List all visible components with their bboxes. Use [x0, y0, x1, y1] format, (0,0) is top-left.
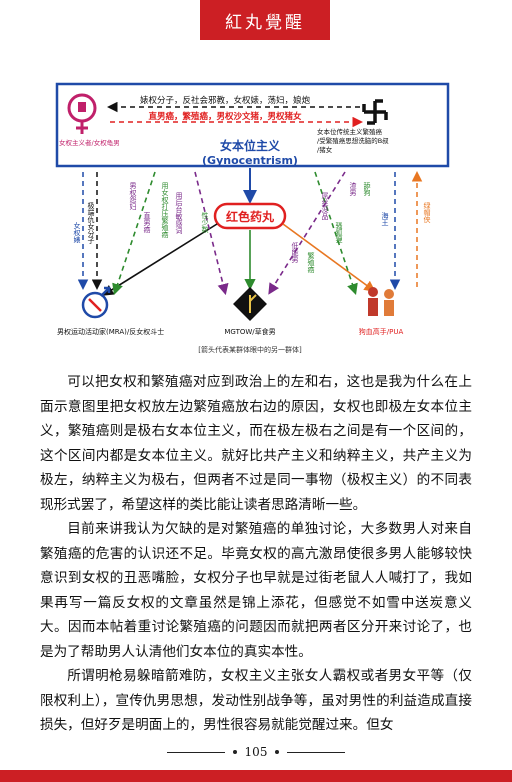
node-label-mgtow: MGTOW/草食男 [224, 327, 275, 336]
footer-rule-right [287, 751, 346, 753]
red-pill-label: 红色药丸 [226, 209, 275, 224]
left-vertical-1: 女权婊 [73, 221, 81, 244]
arrow-pill-to-pua [282, 223, 376, 292]
center-subtitle: (Gynocentrism) [202, 154, 298, 167]
left-group-tag: 女权主义者/女权龟男 [59, 138, 120, 147]
mid-vertical-1: 用女权打压繁殖癌 [161, 182, 169, 239]
top-group-frame [55, 82, 450, 168]
mgtow-icon [233, 287, 267, 321]
right-vertical-4: 骚狐狸 [335, 221, 343, 244]
red-pill-box [213, 202, 287, 230]
right-vertical-1: 低能男 [291, 241, 299, 264]
far-right-vertical-2: 绿帽侠 [423, 201, 431, 224]
mid-vertical-3: 性少数 [201, 211, 209, 234]
arrow-pill-to-mra [102, 223, 218, 296]
purple-diagonal-1 [194, 171, 229, 296]
right-vertical-2: 繁殖癌 [307, 251, 315, 274]
left-vertical-3: 男权怨妇 [129, 182, 137, 211]
right-vertical-5: 渣男 [349, 181, 357, 197]
node-label-pua: 狗血高手/PUA [359, 327, 404, 336]
green-diagonal-1 [112, 171, 156, 296]
left-vertical-2: 极端仇女分子 [87, 201, 95, 244]
top-label-2: 直男癌，繁殖癌，男权沙文猪，男权猪女 [148, 111, 302, 122]
diagram-caption: [箭头代表某群体眼中的另一群体] [198, 345, 302, 354]
footer-rule-left [166, 751, 225, 753]
page-footer: 105 [0, 742, 512, 762]
paragraph-3: 所谓明枪易躲暗箭难防，女权主义主张女人霸权或者男女平等（仅限权利上），宣传仇男思… [40, 668, 472, 733]
node-label-mra: 男权运动活动家(MRA)/反女权斗士 [57, 327, 164, 336]
right-vertical-6: 舔狗 [363, 181, 371, 197]
right-vertical-3: 屌丝没品 [321, 192, 329, 221]
page-number: 105 [244, 745, 268, 759]
center-title: 女本位主义 [220, 138, 281, 153]
extremism-symbol-icon [362, 99, 388, 125]
right-group-tag-3: /猪女 [317, 145, 333, 154]
paragraph-1: 可以把女权和繁殖癌对应到政治上的左和右，这也是我为什么在上面示意图里把女权放左边… [40, 374, 472, 513]
purple-diagonal-2 [268, 171, 346, 295]
bottom-red-bar [0, 770, 512, 782]
right-group-tag-1: 女本位传统主义繁殖癌 [317, 127, 383, 136]
header-banner: 紅丸覺醒 [200, 0, 330, 40]
green-diagonal-2 [314, 171, 358, 296]
top-label: 婊权分子，反社会邪教，女权婊，荡妇，娘炮 [140, 95, 311, 106]
gynocentrism-diagram: 婊权分子，反社会邪教，女权婊，荡妇，娘炮 直男癌，繁殖癌，男权沙文猪，男权猪女 … [55, 82, 450, 354]
mid-vertical-2: 用后台敏感词 [175, 192, 183, 234]
female-fist-icon [67, 93, 97, 134]
paragraph-2: 目前来讲我认为欠缺的是对繁殖癌的单独讨论，大多数男人对来自繁殖癌的危害的认识还不… [40, 521, 472, 660]
header-title: 紅丸覺醒 [225, 12, 305, 33]
footer-dot-left [232, 750, 237, 754]
footer-dot-right [275, 750, 280, 754]
mra-icon [81, 286, 111, 319]
right-group-tag-2: /受繁殖癌思想洗脑的B叔 [317, 136, 389, 145]
left-vertical-4: 直男癌 [143, 211, 151, 234]
pua-icon [368, 287, 394, 316]
far-right-vertical-1: 海王 [381, 211, 389, 226]
body-text: 可以把女权和繁殖癌对应到政治上的左和右，这也是我为什么在上面示意图里把女权放左边… [40, 370, 472, 738]
